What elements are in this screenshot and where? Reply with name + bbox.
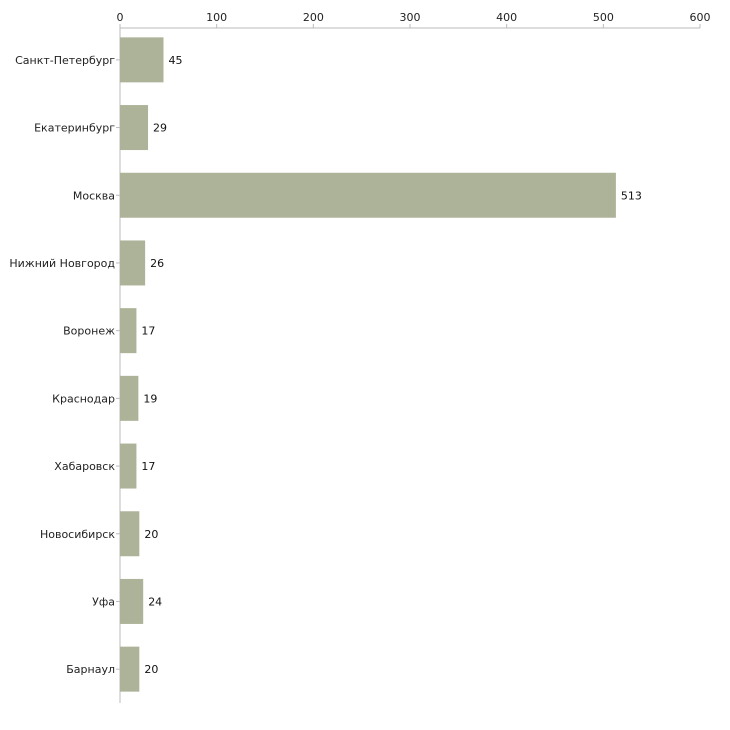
value-label: 513 (621, 189, 642, 202)
value-label: 17 (141, 325, 155, 338)
category-label: Воронеж (63, 325, 115, 338)
x-tick-label: 500 (593, 11, 614, 24)
value-label: 20 (144, 528, 158, 541)
category-label: Санкт-Петербург (15, 54, 115, 67)
value-label: 29 (153, 122, 167, 135)
bar (120, 443, 137, 489)
category-label: Екатеринбург (34, 122, 115, 135)
x-tick-label: 200 (303, 11, 324, 24)
category-label: Уфа (92, 595, 115, 608)
category-label: Новосибирск (40, 528, 115, 541)
category-label: Хабаровск (54, 460, 115, 473)
bar (120, 646, 140, 692)
value-label: 24 (148, 595, 162, 608)
value-label: 45 (169, 54, 183, 67)
x-tick-label: 0 (117, 11, 124, 24)
axis-layer: 0 100 200 300 400 500 600 (116, 11, 711, 703)
value-label: 17 (141, 460, 155, 473)
bar (120, 105, 149, 151)
category-label: Москва (73, 189, 115, 202)
x-tick-label: 300 (400, 11, 421, 24)
bar (120, 308, 137, 354)
bar (120, 578, 144, 624)
x-tick-label: 400 (496, 11, 517, 24)
bar (120, 511, 140, 557)
bars-layer (120, 37, 616, 692)
category-label: Барнаул (66, 663, 115, 676)
value-label: 26 (150, 257, 164, 270)
bar (120, 172, 616, 218)
bar (120, 375, 139, 421)
bar (120, 240, 146, 286)
category-label: Нижний Новгород (9, 257, 115, 270)
bar (120, 37, 164, 83)
labels-layer: Санкт-Петербург 45 Екатеринбург 29 Москва 513… (9, 54, 642, 676)
value-label: 20 (144, 663, 158, 676)
x-tick-label: 600 (690, 11, 711, 24)
value-label: 19 (143, 392, 157, 405)
category-label: Краснодар (52, 392, 115, 405)
x-tick-label: 100 (206, 11, 227, 24)
